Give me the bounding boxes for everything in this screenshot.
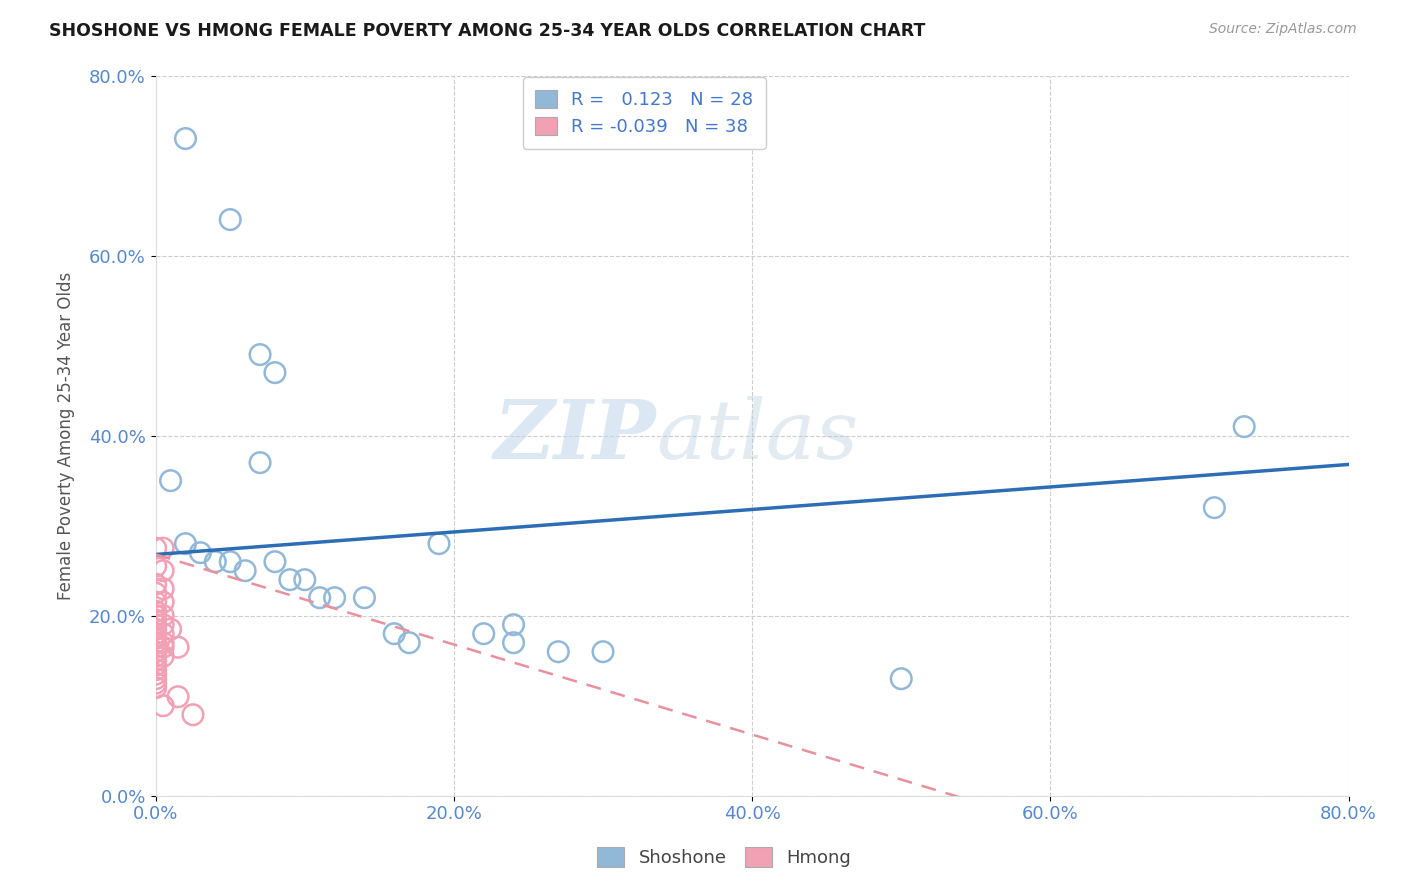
- Point: [1233, 419, 1256, 434]
- Point: [159, 474, 181, 488]
- Text: atlas: atlas: [657, 396, 859, 475]
- Point: [152, 582, 174, 596]
- Point: [294, 573, 316, 587]
- Point: [152, 541, 174, 556]
- Point: [152, 698, 174, 713]
- Point: [219, 555, 242, 569]
- Point: [145, 608, 167, 623]
- Point: [145, 658, 167, 673]
- Point: [152, 649, 174, 664]
- Point: [145, 604, 167, 618]
- Point: [308, 591, 330, 605]
- Point: [502, 636, 524, 650]
- Point: [145, 631, 167, 645]
- Point: [145, 622, 167, 636]
- Point: [145, 586, 167, 600]
- Point: [502, 617, 524, 632]
- Point: [890, 672, 912, 686]
- Point: [472, 626, 495, 640]
- Point: [323, 591, 346, 605]
- Point: [204, 555, 226, 569]
- Point: [592, 645, 614, 659]
- Point: [145, 617, 167, 632]
- Point: [167, 640, 190, 655]
- Point: [547, 645, 569, 659]
- Point: [145, 613, 167, 627]
- Point: [152, 595, 174, 609]
- Point: [145, 667, 167, 681]
- Text: Source: ZipAtlas.com: Source: ZipAtlas.com: [1209, 22, 1357, 37]
- Point: [152, 564, 174, 578]
- Point: [174, 537, 197, 551]
- Point: [264, 555, 287, 569]
- Point: [167, 690, 190, 704]
- Point: [174, 131, 197, 145]
- Point: [398, 636, 420, 650]
- Point: [145, 559, 167, 574]
- Point: [145, 595, 167, 609]
- Point: [145, 640, 167, 655]
- Point: [145, 663, 167, 677]
- Text: ZIP: ZIP: [494, 396, 657, 475]
- Point: [152, 640, 174, 655]
- Point: [145, 672, 167, 686]
- Point: [152, 617, 174, 632]
- Point: [145, 645, 167, 659]
- Y-axis label: Female Poverty Among 25-34 Year Olds: Female Poverty Among 25-34 Year Olds: [58, 271, 75, 599]
- Point: [1204, 500, 1226, 515]
- Point: [152, 636, 174, 650]
- Point: [181, 707, 204, 722]
- Point: [145, 636, 167, 650]
- Point: [145, 654, 167, 668]
- Point: [145, 577, 167, 591]
- Point: [382, 626, 405, 640]
- Point: [233, 564, 256, 578]
- Point: [145, 626, 167, 640]
- Point: [190, 546, 212, 560]
- Point: [249, 456, 271, 470]
- Point: [145, 681, 167, 695]
- Point: [278, 573, 301, 587]
- Point: [249, 348, 271, 362]
- Point: [145, 541, 167, 556]
- Text: SHOSHONE VS HMONG FEMALE POVERTY AMONG 25-34 YEAR OLDS CORRELATION CHART: SHOSHONE VS HMONG FEMALE POVERTY AMONG 2…: [49, 22, 925, 40]
- Point: [427, 537, 450, 551]
- Point: [152, 608, 174, 623]
- Point: [152, 626, 174, 640]
- Point: [219, 212, 242, 227]
- Point: [145, 676, 167, 690]
- Point: [159, 622, 181, 636]
- Legend: Shoshone, Hmong: Shoshone, Hmong: [588, 838, 860, 876]
- Legend: R =   0.123   N = 28, R = -0.039   N = 38: R = 0.123 N = 28, R = -0.039 N = 38: [523, 78, 766, 149]
- Point: [145, 649, 167, 664]
- Point: [353, 591, 375, 605]
- Point: [264, 366, 287, 380]
